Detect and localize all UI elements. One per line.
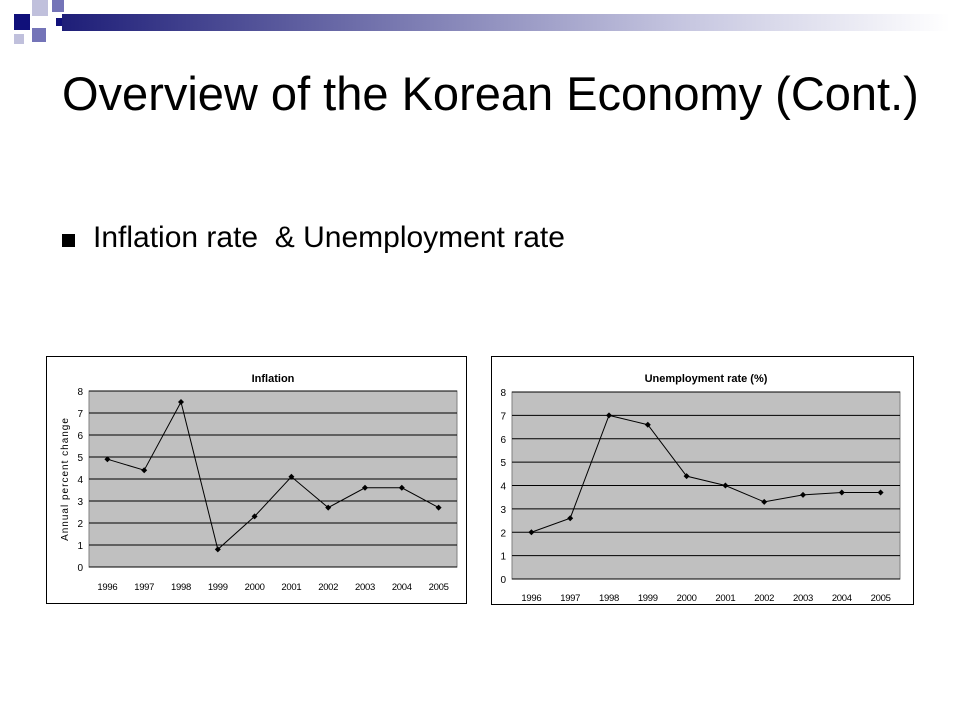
slide-title: Overview of the Korean Economy (Cont.): [62, 67, 919, 120]
inflation-x-tick-label: 1998: [171, 582, 191, 593]
unemployment-data-point: [800, 491, 806, 498]
unemployment-data-point: [528, 529, 535, 536]
inflation-x-tick-label: 2005: [429, 582, 449, 593]
inflation-y-tick-label: 6: [77, 431, 83, 442]
inflation-data-point: [288, 473, 295, 480]
inflation-x-tick-label: 2001: [281, 582, 301, 593]
inflation-y-tick-label: 5: [77, 453, 83, 464]
inflation-y-tick-label: 2: [77, 519, 83, 530]
decor-square-mid: [32, 28, 46, 42]
inflation-title: Inflation: [252, 373, 295, 385]
inflation-x-tick-label: 1996: [97, 582, 117, 593]
inflation-chart: Inflation 0 1 2 3 4 5 6 7 8 1996 1997 1998 1999 2000 20…: [46, 356, 467, 604]
inflation-data-point: [435, 504, 442, 511]
inflation-y-axis-label: Annual percent change: [60, 417, 71, 541]
unemployment-title: Unemployment rate (%): [645, 373, 768, 385]
inflation-y-tick-label: 1: [77, 541, 83, 552]
unemployment-y-tick-label: 2: [500, 528, 506, 539]
unemployment-x-tick-label: 2001: [715, 593, 735, 604]
inflation-series-line: [107, 400, 439, 551]
unemployment-chart: Unemployment rate (%) 0 1 2 3 4 5 6 7 8 1996 1997 19…: [491, 356, 914, 605]
inflation-x-tick-label: 1997: [134, 582, 154, 593]
inflation-x-tick-label: 1999: [208, 582, 228, 593]
unemployment-x-tick-label: 2000: [677, 593, 697, 604]
inflation-data-point: [214, 546, 221, 553]
unemployment-y-tick-label: 0: [500, 575, 506, 586]
inflation-data-point: [325, 504, 332, 511]
decor-square-light: [32, 0, 48, 16]
unemployment-y-tick-label: 6: [500, 435, 506, 446]
unemployment-x-tick-label: 2004: [832, 593, 852, 604]
inflation-x-tick-label: 2004: [392, 582, 412, 593]
inflation-x-tick-label: 2002: [318, 582, 338, 593]
decor-square-light2: [14, 34, 24, 44]
unemployment-x-tick-label: 2002: [754, 593, 774, 604]
unemployment-data-point: [761, 498, 768, 505]
unemployment-data-point: [567, 515, 574, 522]
inflation-data-point: [178, 399, 184, 405]
unemployment-x-tick-label: 2005: [871, 593, 891, 604]
unemployment-x-tick-label: 1996: [521, 593, 541, 604]
decor-square-mid2: [52, 0, 64, 12]
bullet-square-icon: [62, 234, 75, 247]
inflation-y-tick-label: 0: [77, 563, 83, 574]
unemployment-data-point: [683, 473, 690, 480]
unemployment-data-point: [722, 482, 729, 489]
inflation-chart-svg: Inflation 0 1 2 3 4 5 6 7 8 1996 1997 1998 1999 2000 20…: [60, 373, 458, 593]
unemployment-data-point: [877, 489, 884, 496]
unemployment-x-tick-label: 1999: [638, 593, 658, 604]
inflation-data-point: [362, 484, 368, 491]
unemployment-y-tick-label: 5: [500, 458, 506, 469]
unemployment-data-point: [644, 421, 651, 428]
inflation-y-tick-label: 4: [77, 475, 83, 486]
inflation-y-tick-label: 8: [77, 387, 83, 398]
unemployment-x-tick-label: 1997: [560, 593, 580, 604]
unemployment-y-tick-label: 3: [500, 505, 506, 516]
unemployment-series-line: [531, 414, 881, 533]
inflation-x-tick-label: 2003: [355, 582, 375, 593]
inflation-x-tick-label: 2000: [245, 582, 265, 593]
inflation-data-point: [251, 513, 258, 520]
unemployment-y-tick-label: 8: [500, 388, 506, 399]
inflation-y-tick-label: 3: [77, 497, 83, 508]
inflation-y-tick-label: 7: [77, 409, 83, 420]
unemployment-x-tick-label: 1998: [599, 593, 619, 604]
unemployment-y-tick-label: 7: [500, 411, 506, 422]
unemployment-y-tick-label: 4: [500, 482, 506, 493]
decor-square-dark2: [56, 18, 64, 26]
unemployment-chart-svg: Unemployment rate (%) 0 1 2 3 4 5 6 7 8 1996 1997 19…: [500, 373, 901, 604]
decor-square-dark: [14, 14, 30, 30]
unemployment-data-point: [606, 412, 612, 419]
unemployment-x-tick-label: 2003: [793, 593, 813, 604]
inflation-data-point: [398, 484, 405, 491]
unemployment-y-tick-label: 1: [500, 552, 506, 563]
bullet-text: Inflation rate & Unemployment rate: [93, 221, 565, 254]
inflation-data-point: [141, 467, 148, 474]
unemployment-data-point: [838, 489, 845, 496]
title-gradient-bar: [62, 14, 950, 31]
inflation-data-point: [104, 456, 111, 463]
